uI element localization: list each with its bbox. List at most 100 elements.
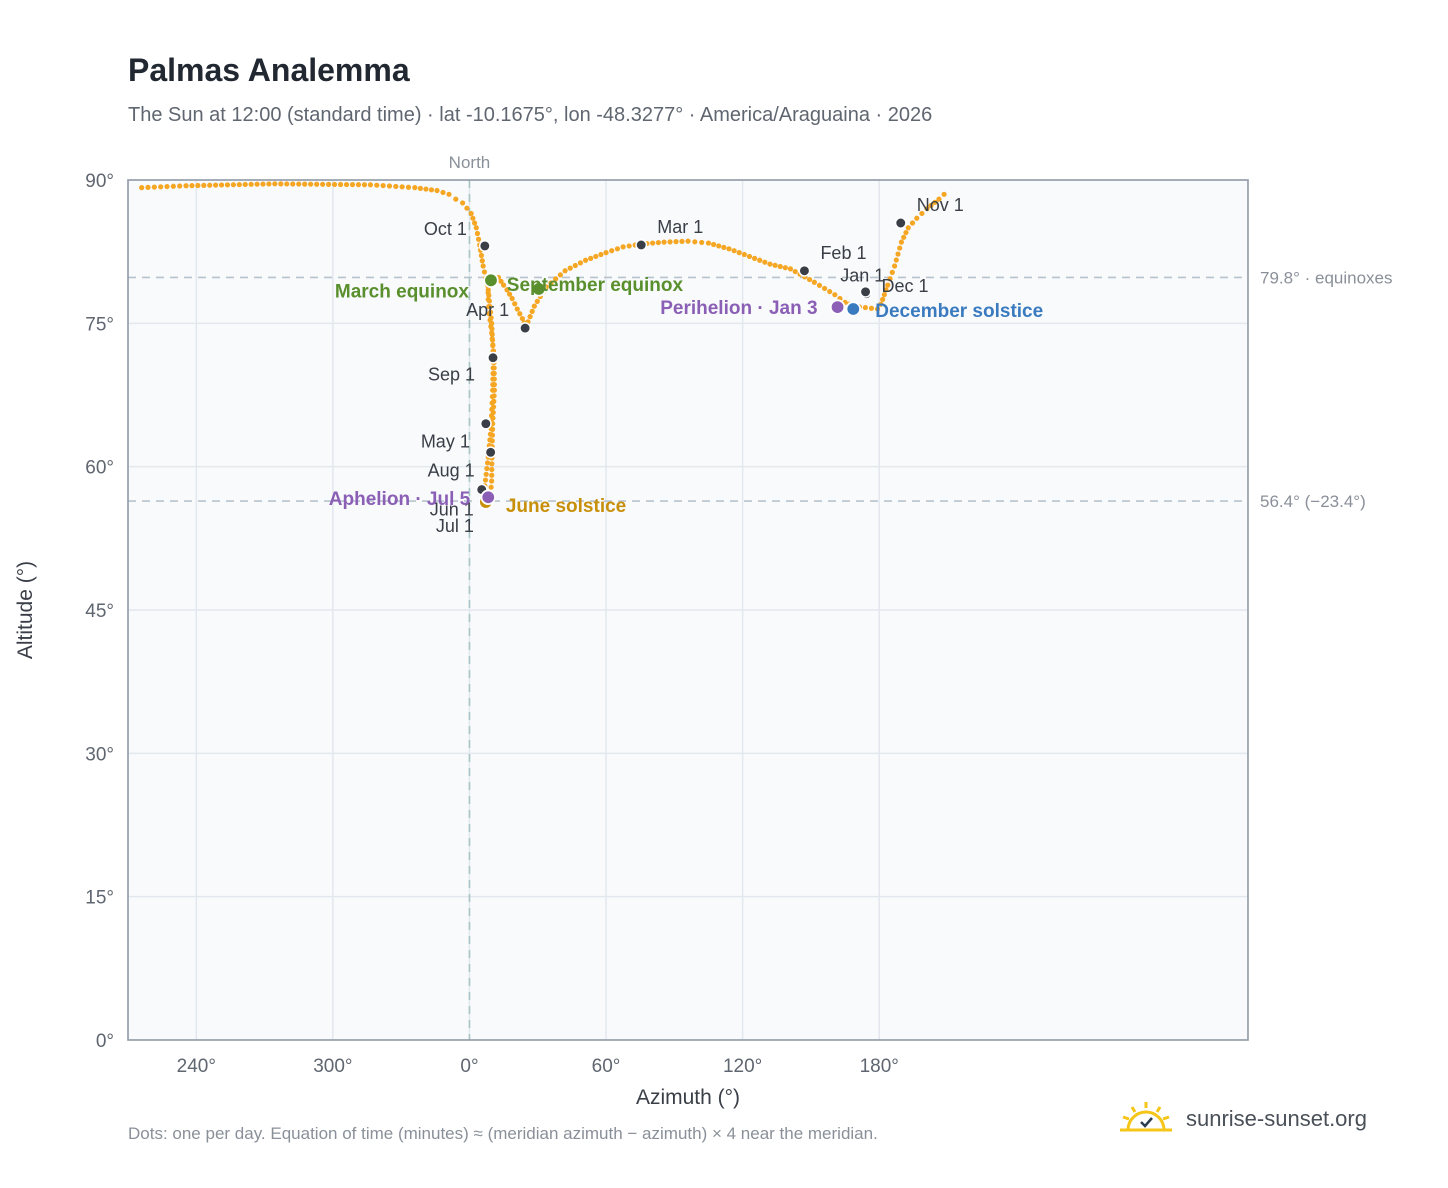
analemma-day-dot bbox=[308, 181, 314, 187]
event-marker bbox=[483, 272, 499, 289]
analemma-day-dot bbox=[428, 187, 435, 193]
analemma-day-dot bbox=[399, 184, 405, 190]
analemma-day-dot bbox=[490, 415, 496, 421]
analemma-day-dot bbox=[489, 336, 495, 342]
analemma-day-dot bbox=[593, 253, 599, 260]
analemma-day-dot bbox=[679, 238, 685, 244]
month-marker bbox=[635, 239, 648, 251]
analemma-day-dot bbox=[486, 304, 492, 310]
analemma-day-dot bbox=[489, 478, 495, 484]
analemma-day-dot bbox=[821, 285, 828, 292]
month-marker-label: Apr 1 bbox=[466, 300, 509, 320]
analemma-day-dot bbox=[932, 199, 938, 205]
analemma-day-dot bbox=[716, 243, 722, 249]
analemma-day-dot bbox=[290, 181, 296, 187]
event-marker bbox=[829, 299, 846, 315]
event-marker bbox=[531, 281, 547, 297]
analemma-day-dot bbox=[483, 471, 489, 477]
analemma-day-dot bbox=[762, 259, 768, 265]
analemma-day-dot bbox=[470, 215, 476, 221]
analemma-day-dot bbox=[195, 182, 201, 189]
analemma-day-dot bbox=[614, 246, 621, 252]
analemma-day-dot bbox=[883, 287, 889, 293]
analemma-day-dot bbox=[887, 276, 893, 282]
analemma-day-dot bbox=[177, 183, 183, 189]
event-marker bbox=[480, 489, 496, 505]
event-markers: March equinox September equinox June solst… bbox=[329, 272, 1043, 517]
analemma-day-dot bbox=[741, 251, 747, 258]
analemma-day-dot bbox=[914, 215, 920, 221]
analemma-day-dot bbox=[475, 236, 482, 242]
y-tick-label: 15° bbox=[85, 888, 114, 909]
analemma-day-dot bbox=[731, 248, 737, 254]
analemma-day-dot bbox=[474, 230, 481, 237]
x-tick-label: 240° bbox=[177, 1056, 216, 1077]
analemma-day-dot bbox=[898, 239, 905, 245]
analemma-day-dot bbox=[517, 311, 523, 317]
analemma-day-dot bbox=[548, 280, 554, 286]
month-marker bbox=[859, 285, 872, 298]
analemma-day-dot bbox=[489, 330, 495, 336]
analemma-day-dot bbox=[572, 262, 578, 269]
month-marker bbox=[478, 239, 491, 252]
month-marker-label: Jul 1 bbox=[436, 516, 474, 536]
analemma-day-dot bbox=[553, 276, 559, 282]
analemma-day-dot bbox=[423, 186, 429, 192]
analemma-day-dot bbox=[139, 185, 145, 191]
month-marker-label: Dec 1 bbox=[882, 276, 929, 296]
analemma-day-dot bbox=[903, 229, 909, 236]
y-tick-label: 0° bbox=[96, 1031, 114, 1052]
analemma-day-dot bbox=[501, 282, 507, 288]
analemma-day-dot bbox=[488, 323, 494, 330]
analemma-day-dot bbox=[417, 185, 423, 191]
analemma-day-dot bbox=[806, 276, 813, 283]
analemma-day-dot bbox=[272, 181, 278, 187]
analemma-day-dot bbox=[667, 239, 673, 245]
month-marker-label: Mar 1 bbox=[657, 217, 703, 237]
analemma-day-dot bbox=[491, 370, 497, 377]
analemma-day-dot bbox=[928, 202, 934, 209]
analemma-day-dot bbox=[393, 183, 399, 190]
analemma-day-dot bbox=[481, 269, 488, 275]
analemma-day-dot bbox=[562, 268, 568, 274]
analemma-day-dot bbox=[893, 257, 899, 263]
analemma-day-dot bbox=[412, 185, 418, 191]
analemma-day-dot bbox=[320, 181, 326, 187]
analemma-day-dot bbox=[885, 282, 891, 288]
analemma-day-dot bbox=[484, 465, 490, 472]
analemma-day-dot bbox=[603, 250, 609, 256]
y-tick-label: 45° bbox=[85, 601, 114, 622]
x-tick-label: 300° bbox=[313, 1056, 352, 1077]
analemma-day-dot bbox=[787, 266, 794, 272]
analemma-day-dot bbox=[460, 200, 466, 206]
analemma-day-dot bbox=[486, 311, 492, 317]
analemma-day-dot bbox=[736, 250, 742, 256]
analemma-day-dot bbox=[626, 243, 632, 249]
event-label: December solstice bbox=[875, 301, 1043, 322]
analemma-day-dot bbox=[314, 181, 320, 187]
analemma-day-dot bbox=[218, 182, 225, 188]
analemma-day-dot bbox=[489, 461, 495, 467]
analemma-day-dot bbox=[224, 182, 231, 188]
analemma-day-dot bbox=[924, 206, 930, 212]
analemma-day-dot bbox=[498, 278, 504, 284]
analemma-day-dot bbox=[331, 181, 338, 188]
analemma-day-dot bbox=[278, 181, 284, 187]
analemma-day-dot bbox=[673, 239, 679, 245]
analemma-day-dot bbox=[440, 189, 446, 196]
analemma-day-dot bbox=[491, 393, 497, 399]
analemma-day-dot bbox=[514, 306, 520, 312]
analemma-day-dot bbox=[151, 184, 157, 190]
brand[interactable]: sunrise-sunset.org bbox=[1120, 1100, 1367, 1137]
analemma-day-dot bbox=[380, 182, 386, 189]
analemma-day-dot bbox=[284, 181, 290, 187]
analemma-day-dot bbox=[816, 282, 823, 288]
analemma-day-dot bbox=[374, 182, 380, 188]
analemma-day-dot bbox=[213, 182, 219, 188]
analemma-day-dot bbox=[811, 279, 817, 285]
analemma-day-dot bbox=[862, 304, 868, 311]
analemma-day-dot bbox=[878, 301, 884, 307]
analemma-day-dot bbox=[655, 239, 661, 246]
analemma-day-dot bbox=[302, 181, 308, 187]
